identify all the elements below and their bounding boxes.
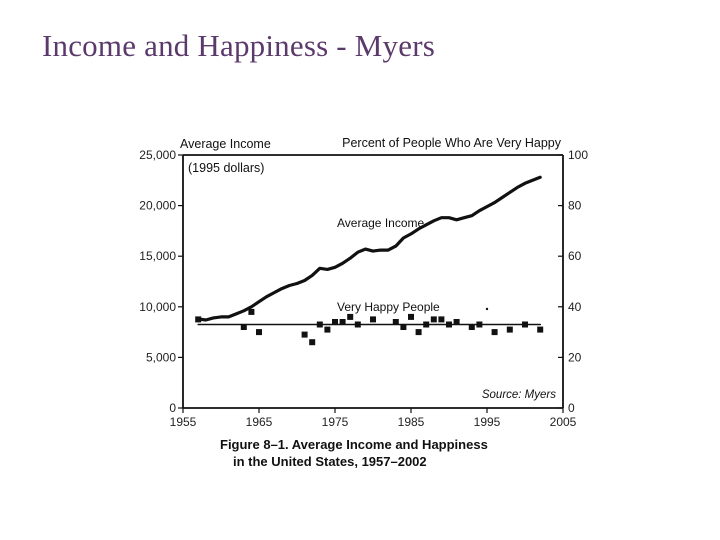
left-axis-tick-label: 0 — [169, 401, 176, 415]
figure-caption-line1: Figure 8–1. Average Income and Happiness — [220, 437, 488, 452]
chart-series — [195, 175, 544, 346]
happy-series-label: Very Happy People — [337, 300, 440, 314]
happy-data-point — [347, 313, 354, 320]
left-axis-ticks: 0 5,000 10,000 15,000 20,000 25,000 — [139, 148, 183, 415]
right-axis-title: Percent of People Who Are Very Happy — [342, 136, 562, 150]
income-series-label: Average Income — [337, 216, 424, 230]
happy-data-point — [240, 324, 247, 330]
x-axis-tick-label: 2005 — [550, 415, 577, 429]
happy-data-point — [370, 316, 376, 323]
happy-data-point — [339, 319, 346, 325]
happy-data-point — [415, 329, 422, 336]
right-axis-tick-label: 0 — [568, 401, 575, 415]
happy-data-point — [453, 319, 460, 325]
x-axis-tick-label: 1975 — [322, 415, 349, 429]
right-axis-tick-label: 80 — [568, 199, 582, 213]
right-axis-tick-label: 40 — [568, 300, 582, 314]
x-axis-tick-label: 1985 — [398, 415, 425, 429]
left-axis-title: Average Income — [180, 137, 271, 151]
figure-caption-line2: in the United States, 1957–2002 — [233, 454, 427, 469]
happy-data-point — [430, 316, 437, 323]
x-axis-tick-label: 1955 — [170, 415, 197, 429]
happy-data-point — [332, 319, 338, 325]
x-axis-ticks: 1955 1965 1975 1985 1995 2005 — [170, 408, 577, 429]
x-axis-tick-label: 1995 — [474, 415, 501, 429]
stray-mark — [485, 307, 489, 311]
happy-data-point — [248, 308, 255, 315]
happy-data-point — [537, 326, 544, 333]
source-note: Source: Myers — [482, 389, 556, 401]
happy-data-point — [195, 316, 202, 323]
left-axis-tick-label: 10,000 — [139, 300, 176, 314]
left-axis-tick-label: 5,000 — [146, 350, 176, 364]
income-line — [196, 175, 542, 322]
left-axis-subtitle: (1995 dollars) — [188, 161, 264, 175]
right-axis-tick-label: 100 — [568, 148, 588, 162]
happy-data-point — [408, 313, 414, 320]
left-axis-tick-label: 15,000 — [139, 249, 176, 263]
left-axis-tick-label: 20,000 — [139, 199, 176, 213]
slide-title: Income and Happiness - Myers — [42, 28, 435, 63]
happy-data-point — [506, 326, 513, 333]
right-axis-tick-label: 60 — [568, 249, 582, 263]
happy-data-point — [400, 324, 407, 330]
happy-data-point — [438, 316, 445, 323]
x-axis-tick-label: 1965 — [246, 415, 273, 429]
happy-data-point — [324, 326, 331, 333]
left-axis-tick-label: 25,000 — [139, 148, 176, 162]
happy-data-point — [491, 329, 498, 336]
right-axis-ticks: 0 20 40 60 80 100 — [558, 148, 588, 415]
happy-data-point — [309, 339, 316, 346]
plot-frame — [182, 154, 564, 409]
right-axis-tick-label: 20 — [568, 350, 582, 364]
happy-data-point — [392, 319, 399, 325]
happy-data-point — [256, 329, 262, 336]
happy-data-point — [468, 324, 475, 330]
happy-data-point — [301, 331, 308, 338]
